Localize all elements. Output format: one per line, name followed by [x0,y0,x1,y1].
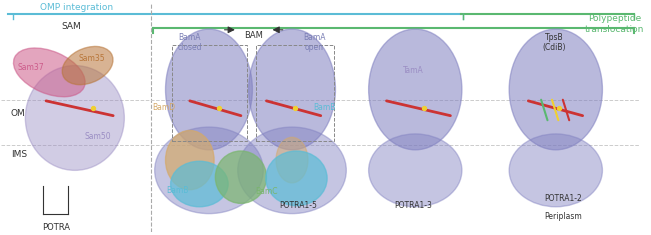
Text: SAM: SAM [62,22,81,31]
Text: POTRA1-3: POTRA1-3 [395,201,432,210]
Text: BamA
closed: BamA closed [178,32,202,52]
Text: BamC: BamC [255,188,278,196]
Text: Polypeptide
translocation: Polypeptide translocation [585,14,644,34]
Bar [256,45,333,141]
Ellipse shape [155,127,263,214]
Text: BamB: BamB [166,186,188,195]
Ellipse shape [14,48,85,97]
Point [290,106,300,110]
Ellipse shape [509,134,602,207]
Point [419,106,430,110]
Ellipse shape [171,161,228,207]
Ellipse shape [368,134,462,207]
Ellipse shape [276,137,308,183]
Ellipse shape [25,66,124,170]
Bar [172,45,247,141]
Ellipse shape [249,29,335,150]
Point [214,106,224,110]
Text: POTRA1-2: POTRA1-2 [545,194,583,203]
Ellipse shape [368,29,462,150]
Text: TamA: TamA [403,66,424,74]
Ellipse shape [266,151,327,206]
Text: BamA
open: BamA open [303,32,326,52]
Ellipse shape [165,29,253,150]
Text: TpsB
(CdiB): TpsB (CdiB) [542,32,566,52]
Text: POTRA1-5: POTRA1-5 [279,201,317,210]
Text: Sam37: Sam37 [18,63,44,72]
Text: OM: OM [11,109,26,118]
Ellipse shape [238,127,346,214]
Text: Sam50: Sam50 [85,132,111,141]
Text: BamB: BamB [312,103,335,112]
Point [554,106,564,110]
Ellipse shape [62,47,113,85]
Text: POTRA: POTRA [42,223,70,232]
Text: BAM: BAM [244,31,263,40]
Text: BamD: BamD [153,103,176,112]
Text: Periplasm: Periplasm [545,212,583,221]
Text: OMP integration: OMP integration [40,3,113,12]
Ellipse shape [215,151,266,203]
Text: IMS: IMS [11,150,27,159]
Text: Sam35: Sam35 [78,54,105,63]
Ellipse shape [509,29,602,150]
Ellipse shape [165,130,214,190]
Point [87,106,98,110]
